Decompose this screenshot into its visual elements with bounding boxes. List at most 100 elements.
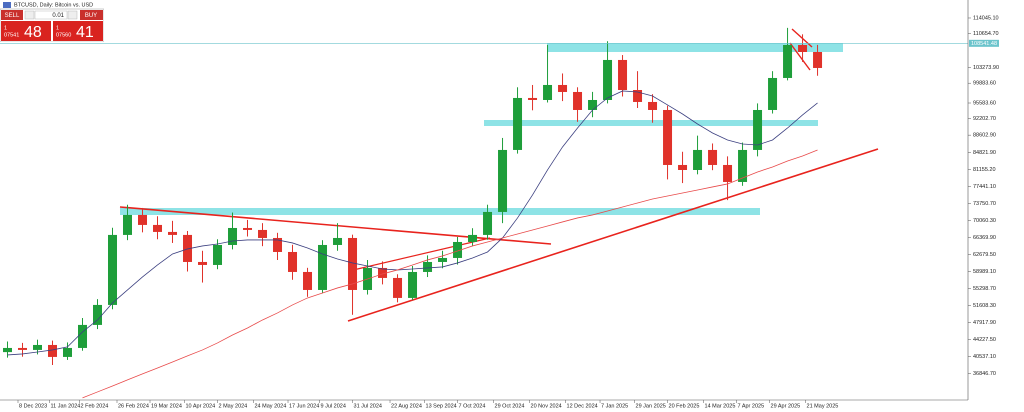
candle-body [663, 109, 673, 165]
candle-body [393, 277, 403, 298]
y-tick-label: 40537.10 [973, 354, 996, 360]
x-tick-label: 20 Feb 2025 [669, 403, 700, 409]
sell-price-mid: 07541 [4, 32, 19, 38]
lot-input[interactable] [34, 10, 68, 20]
candle-body [618, 59, 628, 90]
candle-body [693, 149, 703, 170]
y-tick-label: 88602.90 [973, 133, 996, 139]
x-tick-label: 2 Feb 2024 [81, 403, 109, 409]
candle-body [408, 271, 418, 298]
moving-average [7, 90, 818, 356]
candle-body [183, 234, 193, 262]
candle-body [648, 101, 658, 110]
candle-body [423, 261, 433, 272]
candle-body [753, 109, 763, 150]
y-tick-label: 62679.50 [973, 252, 996, 258]
candle-body [108, 234, 118, 305]
candle-body [288, 251, 298, 272]
candle-body [3, 347, 13, 353]
x-tick-label: 7 Oct 2024 [459, 403, 486, 409]
candle-body [708, 149, 718, 165]
trade-panel-svg: SELL 0.01 BUY 1 07541 48 1 07560 41 [0, 8, 105, 43]
candle-body [783, 44, 793, 78]
candle-body [798, 44, 808, 52]
y-tick-label: 92202.70 [973, 116, 996, 122]
candle-body [348, 237, 358, 290]
candle-body [378, 267, 388, 278]
y-tick-label: 36846.70 [973, 371, 996, 377]
y-tick-label: 84821.90 [973, 150, 996, 156]
candle-body [558, 84, 568, 92]
candle-body [528, 97, 538, 100]
y-tick-label: 66369.90 [973, 235, 996, 241]
sell-label: SELL [5, 13, 20, 19]
buy-label: BUY [85, 13, 97, 19]
x-tick-label: 9 Jul 2024 [321, 403, 346, 409]
lot-up[interactable] [67, 10, 78, 20]
candle-body [603, 59, 613, 100]
chart-title: BTCUSD, Daily: Bitcoin vs. USD [14, 2, 93, 8]
resistance-zone [547, 43, 843, 52]
plot [0, 27, 968, 399]
candle-body [33, 344, 43, 350]
candle-body [723, 164, 733, 182]
x-tick-label: 29 Oct 2024 [495, 403, 525, 409]
candle-body [318, 244, 328, 290]
candle-body [123, 214, 133, 235]
y-tick-label: 55298.70 [973, 286, 996, 292]
candle-body [438, 257, 448, 262]
trendline [119, 206, 552, 245]
y-tick-label: 114045.10 [973, 15, 999, 21]
candle-body [513, 97, 523, 150]
buy-price-box[interactable] [53, 21, 103, 41]
candle-body [213, 244, 223, 265]
candle-body [333, 237, 343, 245]
sell-price-prefix: 1 [4, 25, 7, 31]
moving-average [82, 149, 818, 399]
candle-body [243, 227, 253, 230]
x-tick-label: 17 Jun 2024 [289, 403, 319, 409]
x-tick-label: 31 Jul 2024 [354, 403, 382, 409]
lot-down[interactable] [24, 10, 35, 20]
candle-body [483, 211, 493, 235]
candle-body [168, 231, 178, 235]
sell-price-box[interactable] [1, 21, 51, 41]
y-tick-label: 77441.10 [973, 184, 996, 190]
buy-price-pips: 41 [76, 24, 94, 41]
candle-body [738, 149, 748, 182]
lot-value: 0.01 [52, 13, 64, 19]
last-price-tag [969, 39, 999, 47]
y-tick-label: 51608.30 [973, 303, 996, 309]
y-tick-label: 44227.50 [973, 337, 996, 343]
trade-panel: SELL 0.01 BUY 1 07541 48 1 07560 41 [0, 0, 105, 43]
channel-line [791, 28, 813, 48]
candle-body [228, 227, 238, 245]
buy-price-mid: 07560 [56, 32, 71, 38]
buy-button[interactable] [80, 10, 103, 20]
candle-body [138, 214, 148, 225]
candle-body [573, 91, 583, 110]
candle-body [453, 241, 463, 258]
x-tick-label: 13 Sep 2024 [426, 403, 457, 409]
candle-body [813, 51, 823, 68]
x-tick-label: 8 Dec 2023 [19, 403, 47, 409]
sell-button[interactable] [1, 10, 23, 20]
channel-line [789, 42, 811, 71]
support-zone [120, 208, 760, 215]
candle-body [78, 324, 88, 348]
candle-body [18, 347, 28, 350]
candle-body [498, 149, 508, 212]
price-axis-bg [968, 0, 1024, 412]
x-tick-label: 2 May 2024 [219, 403, 248, 409]
x-tick-label: 26 Feb 2024 [118, 403, 149, 409]
trendline [347, 148, 879, 322]
x-tick-label: 29 Jan 2025 [636, 403, 666, 409]
y-tick-label: 70060.30 [973, 218, 996, 224]
candle-body [633, 89, 643, 102]
y-tick-label: 58989.10 [973, 269, 996, 275]
sell-price-pips: 48 [24, 24, 42, 41]
x-tick-label: 7 Apr 2025 [738, 403, 765, 409]
last-price-label: 108541.48 [971, 41, 997, 47]
candle-body [588, 99, 598, 110]
